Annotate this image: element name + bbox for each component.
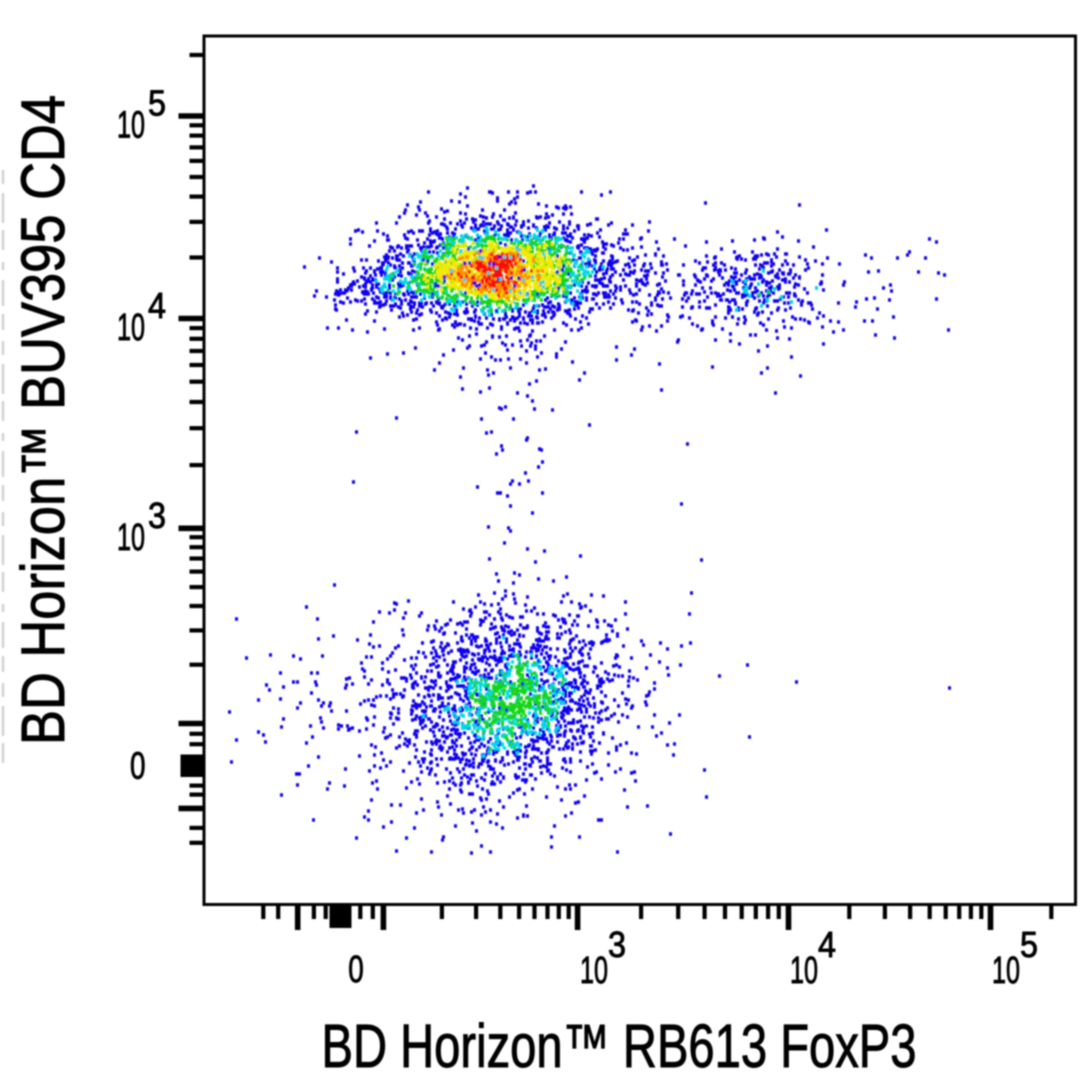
svg-text:10: 10 [117, 105, 145, 147]
svg-text:5: 5 [148, 83, 166, 124]
svg-text:0: 0 [348, 949, 364, 991]
svg-text:10: 10 [117, 517, 145, 559]
svg-text:10: 10 [580, 950, 608, 992]
svg-text:10: 10 [790, 950, 818, 992]
svg-text:5: 5 [1020, 924, 1038, 965]
svg-text:10: 10 [117, 307, 145, 349]
svg-text:10: 10 [992, 950, 1020, 992]
svg-text:4: 4 [818, 924, 836, 965]
svg-text:3: 3 [608, 924, 626, 965]
svg-text:3: 3 [148, 495, 166, 536]
svg-text:4: 4 [148, 285, 166, 326]
svg-text:BD Horizon™ BUV395 CD4: BD Horizon™ BUV395 CD4 [9, 95, 77, 745]
svg-text:0: 0 [130, 746, 146, 788]
svg-text:BD Horizon™ RB613 FoxP3: BD Horizon™ RB613 FoxP3 [322, 1012, 917, 1080]
